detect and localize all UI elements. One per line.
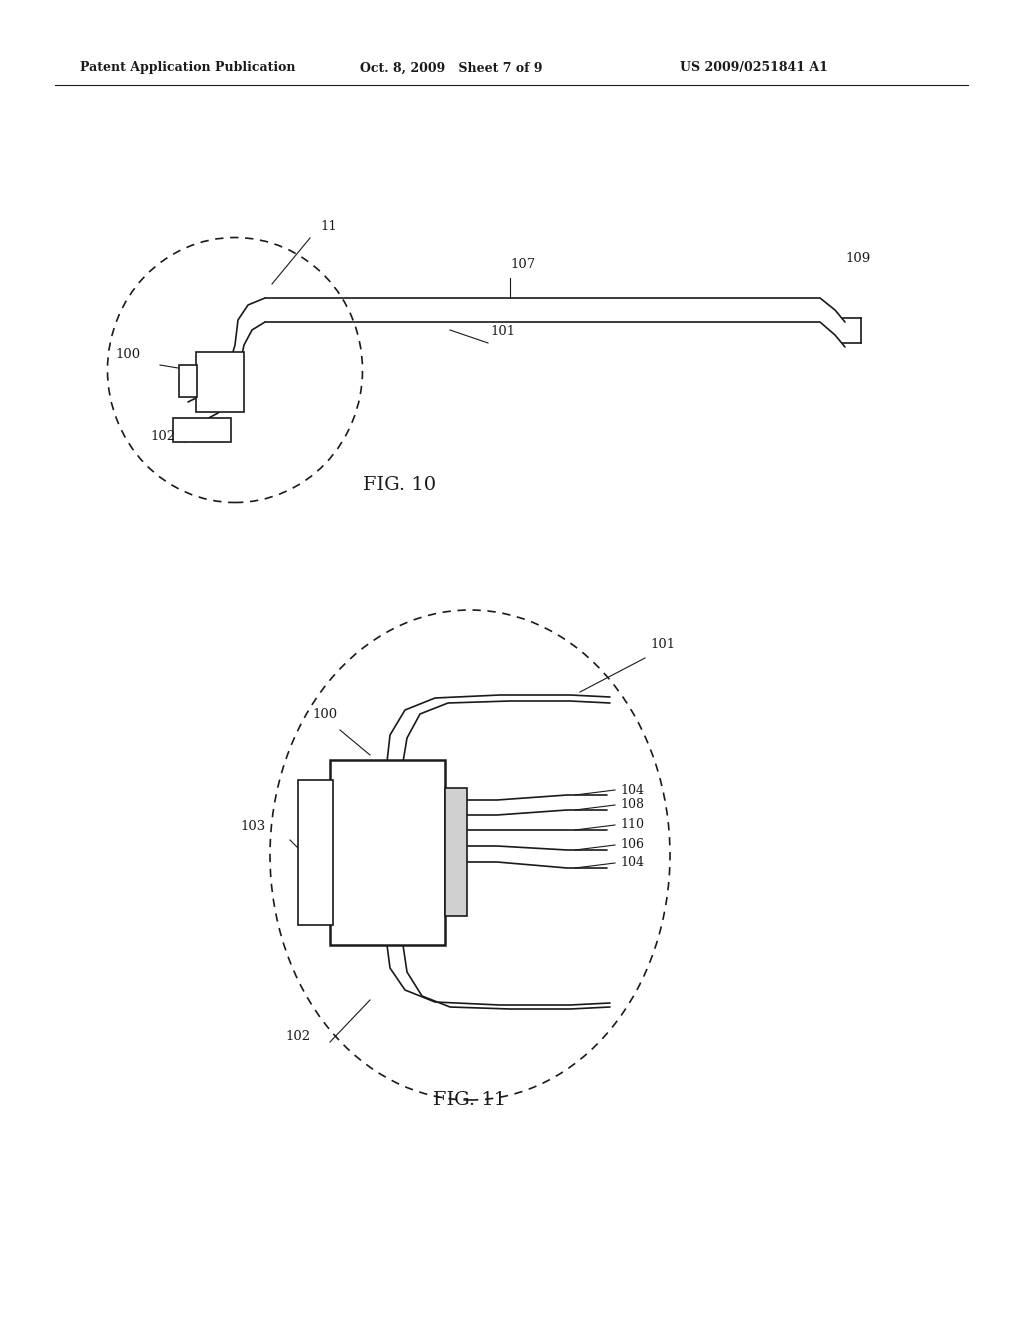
Text: 110: 110 [620, 818, 644, 832]
Text: 108: 108 [620, 799, 644, 812]
Text: 103: 103 [240, 820, 265, 833]
Text: 100: 100 [115, 348, 140, 360]
Text: 106: 106 [620, 838, 644, 851]
Text: Patent Application Publication: Patent Application Publication [80, 62, 296, 74]
Text: 102: 102 [150, 430, 175, 444]
Bar [445, 788, 467, 916]
Text: 104: 104 [620, 857, 644, 870]
Bar [298, 780, 333, 925]
Text: 100: 100 [312, 708, 337, 721]
Text: Oct. 8, 2009   Sheet 7 of 9: Oct. 8, 2009 Sheet 7 of 9 [360, 62, 543, 74]
Text: 11: 11 [319, 220, 337, 234]
Text: 101: 101 [490, 325, 515, 338]
Text: FIG. 11: FIG. 11 [433, 1092, 507, 1109]
Text: FIG. 10: FIG. 10 [364, 477, 436, 494]
Text: 104: 104 [620, 784, 644, 796]
Bar [196, 352, 244, 412]
Bar [330, 760, 445, 945]
Text: 107: 107 [510, 257, 536, 271]
Text: 102: 102 [285, 1030, 310, 1043]
Text: 101: 101 [650, 638, 675, 651]
Text: 109: 109 [845, 252, 870, 265]
Bar [173, 418, 231, 442]
Bar [179, 366, 197, 397]
Text: US 2009/0251841 A1: US 2009/0251841 A1 [680, 62, 827, 74]
